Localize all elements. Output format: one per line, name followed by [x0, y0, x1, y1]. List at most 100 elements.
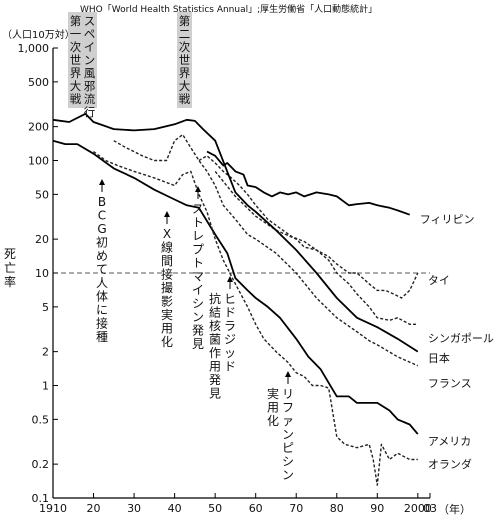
series-label-オランダ: オランダ [428, 457, 472, 471]
event-label-char: 邪 [84, 79, 96, 93]
event-label-char: ト [192, 216, 204, 230]
event-label-char: ン [282, 428, 294, 442]
event-arrowhead [285, 371, 291, 377]
event-label-char: ン [192, 310, 204, 324]
series-label-フィリピン: フィリピン [420, 213, 475, 226]
event-label-char: シ [282, 455, 294, 469]
y-tick-label: 0.2 [32, 458, 50, 471]
event-label-char: 抗 [209, 291, 221, 306]
event-arrowhead [164, 211, 170, 217]
event-label-char: 化 [267, 414, 279, 428]
event-label-char: 人 [96, 276, 108, 290]
x-unit-label: （年） [438, 502, 471, 516]
y-tick-label: 50 [35, 188, 49, 201]
event-label-char: 第 [179, 14, 191, 28]
event-label-char: 実 [267, 386, 279, 401]
x-tick-label: 60 [249, 502, 263, 515]
series-line-シンガポール [198, 155, 418, 325]
y-tick-label: 100 [28, 155, 49, 168]
x-tick-label: 90 [370, 502, 384, 515]
x-tick-label: 50 [208, 502, 222, 515]
event-label-char: 界 [70, 66, 82, 80]
y-tick-label: 10 [35, 267, 49, 280]
event-label-char: 影 [161, 295, 173, 309]
event-label-char: プ [192, 243, 204, 257]
event-label-char: B [98, 195, 106, 209]
series-label-シンガポール: シンガポール [428, 332, 494, 345]
y-tick-label: 5 [42, 301, 49, 314]
event-label-char: 用 [161, 322, 173, 336]
y-tick-label: 20 [35, 233, 49, 246]
series-label-アメリカ: アメリカ [428, 435, 471, 448]
axes: 0.1 0.2 0.5 1 2 5 10 20 50 100 200 500 1,000 1910 20 30… [4, 42, 437, 515]
x-tick-label: 30 [127, 502, 141, 515]
x-tick-label: 40 [168, 502, 182, 515]
event-shade-band [177, 12, 192, 108]
event-label-char: ス [84, 14, 96, 28]
event-label-char: G [97, 222, 106, 236]
series-line-日本 [52, 112, 419, 353]
event-label-char: ド [224, 306, 236, 320]
event-label-char: ス [192, 202, 204, 216]
event-label-char: 作 [209, 346, 221, 360]
x-tick-label: 80 [330, 502, 344, 515]
y-tick-label: 2 [42, 346, 49, 359]
event-labels: 第一次世界大戦スペイン風邪流行第二次世界大戦BCG初めて人体に接種X線間接撮影実… [70, 14, 294, 482]
event-label-char: 二 [179, 27, 191, 41]
event-arrowhead [99, 179, 105, 185]
event-label-char: 種 [96, 330, 108, 344]
event-label-char: リ [282, 387, 294, 401]
event-label-char: ヒ [224, 292, 236, 306]
event-label-char: 一 [70, 27, 82, 41]
y-axis-label-char: 率 [4, 274, 16, 289]
event-label-char: ン [282, 468, 294, 482]
series-line-フランス [113, 133, 419, 367]
event-label-char: 見 [209, 387, 221, 401]
event-label-char: 界 [179, 66, 191, 80]
event-label-char: 初 [96, 236, 108, 250]
event-label-char: 用 [267, 401, 279, 415]
event-arrowhead [195, 186, 201, 192]
event-label-char: 体 [96, 290, 108, 304]
x-tick-label: 20 [87, 502, 101, 515]
event-shading [68, 12, 192, 108]
x-tick-label: 03 [423, 502, 437, 515]
event-label-char: ペ [84, 27, 96, 41]
event-label-char: 風 [84, 66, 96, 80]
event-label-char: 戦 [70, 92, 82, 106]
y-axis-label-char: 亡 [4, 261, 16, 275]
event-label-char: 大 [70, 79, 82, 93]
event-label-char: 流 [84, 92, 96, 106]
x-tick-label: 2000 [404, 502, 432, 515]
event-label-char: 第 [70, 14, 82, 28]
series-lines [52, 112, 419, 486]
y-unit-label: （人口10万対） [2, 28, 75, 41]
event-label-char: 化 [161, 335, 173, 349]
y-tick-label: 200 [28, 121, 49, 134]
event-label-char: 菌 [209, 333, 221, 347]
series-line-タイ [214, 170, 419, 299]
event-label-char: 次 [70, 40, 82, 54]
event-label-char: 用 [209, 360, 221, 374]
event-label-char: ピ [282, 441, 294, 455]
event-label-char: 接 [96, 316, 108, 331]
event-label-char: て [96, 263, 108, 277]
y-tick-label: 0.5 [32, 413, 50, 426]
event-label-char: ッ [224, 346, 236, 360]
x-tick-label: 1910 [39, 502, 67, 515]
event-label-char: 行 [84, 105, 96, 119]
event-label-char: ァ [282, 414, 294, 428]
event-label-char: レ [192, 229, 204, 243]
event-label-char: に [96, 303, 108, 317]
event-label-char: 接 [161, 267, 173, 282]
y-tick-label: 1,000 [18, 42, 50, 55]
event-label-char: 撮 [161, 281, 173, 295]
x-tick-label: 70 [289, 502, 303, 515]
series-line-フィリピン [206, 150, 411, 216]
event-label-char: 戦 [179, 92, 191, 106]
event-label-char: め [96, 249, 108, 263]
event-label-char: C [98, 209, 106, 223]
event-arrowhead [227, 276, 233, 282]
